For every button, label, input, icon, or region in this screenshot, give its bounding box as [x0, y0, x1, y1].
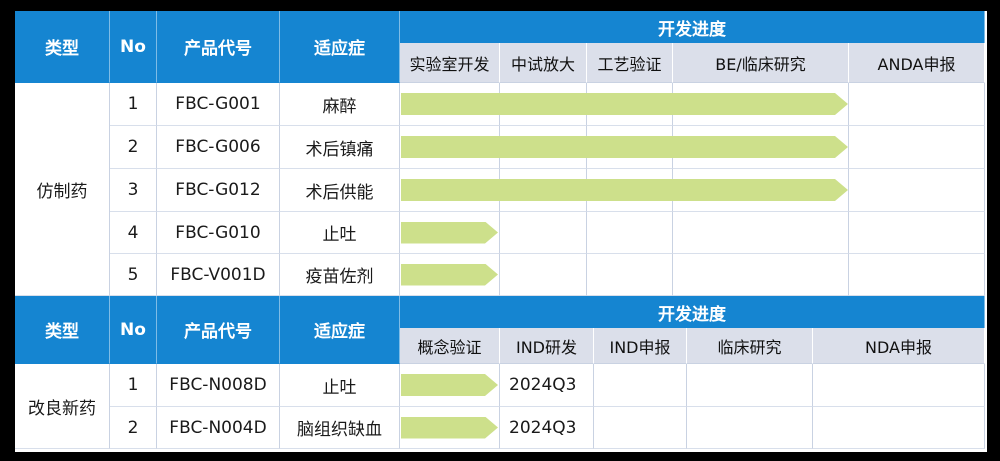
- col-header-product-code: 产品代号: [157, 11, 280, 83]
- stage-cell: [594, 407, 687, 449]
- col-header-no: No: [110, 296, 157, 364]
- stage-header: ANDA申报: [849, 43, 985, 83]
- stage-header: 临床研究: [687, 328, 813, 364]
- indication-cell: 麻醉: [280, 83, 400, 126]
- row-no: 1: [110, 83, 157, 126]
- stage-cell: [673, 212, 849, 254]
- progress-header: 开发进度: [400, 296, 985, 328]
- stage-cell: [687, 364, 813, 407]
- indication-cell: 止吐: [280, 364, 400, 407]
- progress-arrow: [401, 136, 848, 158]
- stage-cell: [400, 212, 500, 254]
- indication-cell: 疫苗佐剂: [280, 254, 400, 296]
- stage-cell: [673, 126, 849, 169]
- row-no: 2: [110, 126, 157, 169]
- stage-cell: [587, 212, 673, 254]
- stage-cell: [673, 169, 849, 212]
- row-no: 2: [110, 407, 157, 449]
- indication-cell: 止吐: [280, 212, 400, 254]
- indication-cell: 术后供能: [280, 169, 400, 212]
- category-cell: 改良新药: [15, 364, 110, 449]
- stage-cell: [400, 364, 500, 407]
- progress-arrow: [401, 417, 498, 439]
- milestone-cell: 2024Q3: [500, 364, 594, 407]
- product-code-cell: FBC-G001: [157, 83, 280, 126]
- stage-header: BE/临床研究: [673, 43, 849, 83]
- progress-arrow: [401, 264, 498, 286]
- stage-header: 概念验证: [400, 328, 500, 364]
- row-no: 1: [110, 364, 157, 407]
- indication-cell: 术后镇痛: [280, 126, 400, 169]
- section-generic-drugs: 类型 No 产品代号 适应症 开发进度 实验室开发 中试放大 工艺验证 BE/临…: [15, 11, 985, 296]
- product-code-cell: FBC-G006: [157, 126, 280, 169]
- stage-cell: [849, 83, 985, 126]
- stage-header: NDA申报: [813, 328, 985, 364]
- product-code-cell: FBC-G012: [157, 169, 280, 212]
- stage-cell: [400, 83, 500, 126]
- stage-cell: [400, 126, 500, 169]
- stage-cell: [400, 254, 500, 296]
- milestone-cell: [500, 254, 587, 296]
- stage-header: 中试放大: [500, 43, 587, 83]
- row-no: 3: [110, 169, 157, 212]
- stage-header: 实验室开发: [400, 43, 500, 83]
- category-cell: 仿制药: [15, 83, 110, 296]
- stage-cell: [849, 212, 985, 254]
- col-header-type: 类型: [15, 296, 110, 364]
- stage-cell: [400, 407, 500, 449]
- row-no: 4: [110, 212, 157, 254]
- stage-header: 工艺验证: [587, 43, 673, 83]
- col-header-product-code: 产品代号: [157, 296, 280, 364]
- stage-cell: [849, 254, 985, 296]
- stage-cell: [673, 254, 849, 296]
- progress-arrow: [401, 179, 848, 201]
- stage-cell: [673, 83, 849, 126]
- stage-cell: [587, 254, 673, 296]
- product-code-cell: FBC-N004D: [157, 407, 280, 449]
- row-no: 5: [110, 254, 157, 296]
- product-code-cell: FBC-V001D: [157, 254, 280, 296]
- stage-cell: [813, 407, 985, 449]
- col-header-indication: 适应症: [280, 11, 400, 83]
- progress-arrow: [401, 222, 498, 244]
- stage-header: IND申报: [594, 328, 687, 364]
- col-header-no: No: [110, 11, 157, 83]
- section-improved-new-drugs: 类型 No 产品代号 适应症 开发进度 概念验证 IND研发 IND申报 临床研…: [15, 296, 985, 449]
- col-header-indication: 适应症: [280, 296, 400, 364]
- progress-arrow: [401, 374, 498, 396]
- stage-cell: [849, 169, 985, 212]
- stage-header: IND研发: [500, 328, 594, 364]
- product-code-cell: FBC-N008D: [157, 364, 280, 407]
- milestone-cell: 2024Q3: [500, 407, 594, 449]
- product-code-cell: FBC-G010: [157, 212, 280, 254]
- pipeline-table: 类型 No 产品代号 适应症 开发进度 实验室开发 中试放大 工艺验证 BE/临…: [15, 11, 987, 452]
- stage-cell: [849, 126, 985, 169]
- progress-header: 开发进度: [400, 11, 985, 43]
- progress-arrow: [401, 93, 848, 115]
- stage-cell: [813, 364, 985, 407]
- stage-cell: [687, 407, 813, 449]
- indication-cell: 脑组织缺血: [280, 407, 400, 449]
- col-header-type: 类型: [15, 11, 110, 83]
- milestone-cell: [500, 212, 587, 254]
- stage-cell: [594, 364, 687, 407]
- stage-cell: [400, 169, 500, 212]
